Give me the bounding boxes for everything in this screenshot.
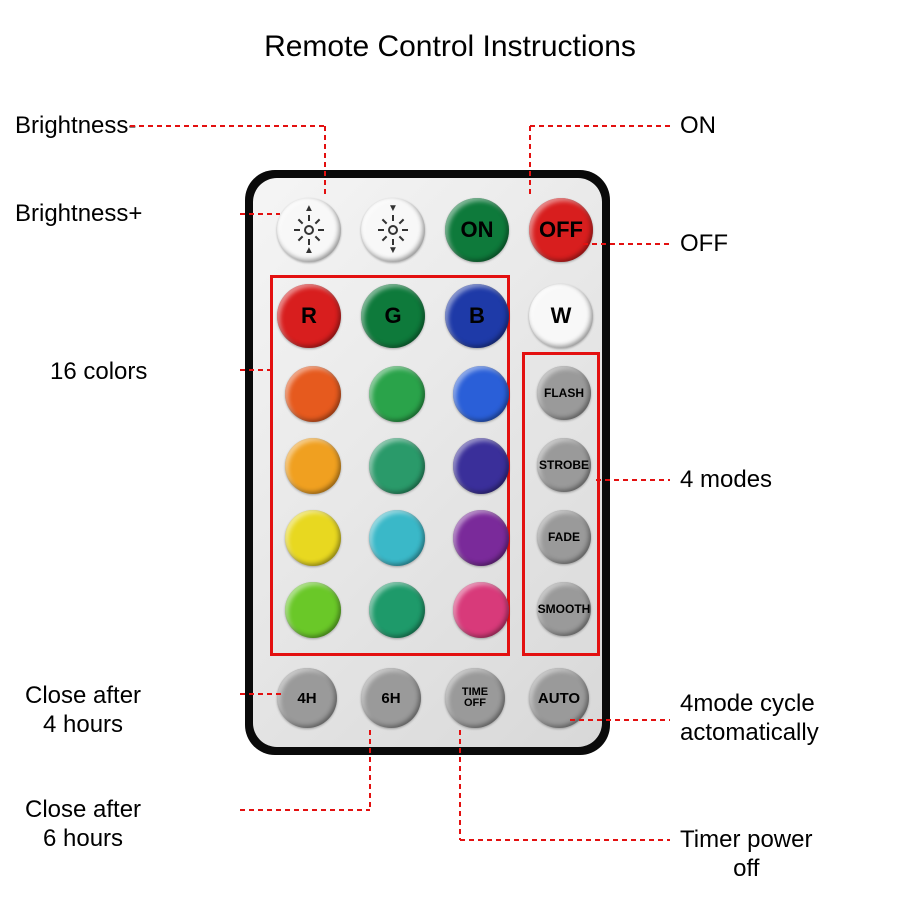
label-brightness-plus: Brightness+ [15, 200, 142, 229]
w-button[interactable]: W [529, 284, 593, 348]
brightness-up-icon: ▲▲ [293, 214, 325, 246]
color-btn-3-2[interactable] [453, 582, 509, 638]
color-btn-1-2[interactable] [453, 438, 509, 494]
color-btn-2-2[interactable] [453, 510, 509, 566]
remote-body: ▲▲ ▼▼ ON OFF R G B W FLASH STROBE FADE SMOOTH 4H 6H TI… [245, 170, 610, 755]
smooth-button-label: SMOOTH [538, 603, 591, 615]
color-btn-1-0[interactable] [285, 438, 341, 494]
on-button-label: ON [461, 219, 494, 241]
color-btn-2-1[interactable] [369, 510, 425, 566]
on-button[interactable]: ON [445, 198, 509, 262]
flash-button[interactable]: FLASH [537, 366, 591, 420]
time-off[interactable]: TIME OFF [445, 668, 505, 728]
page-title: Remote Control Instructions [0, 30, 900, 64]
fade-button[interactable]: FADE [537, 510, 591, 564]
label-brightness-minus: Brightness- [15, 112, 136, 141]
brightness-down[interactable]: ▼▼ [361, 198, 425, 262]
color-btn-1-1[interactable] [369, 438, 425, 494]
timer-4h[interactable]: 4H [277, 668, 337, 728]
color-btn-0-2[interactable] [453, 366, 509, 422]
timer-4h-label: 4H [297, 691, 316, 706]
time-off-label: TIME OFF [462, 687, 488, 709]
label-auto-cycle: 4mode cycle actomatically [680, 690, 819, 748]
smooth-button[interactable]: SMOOTH [537, 582, 591, 636]
g-button[interactable]: G [361, 284, 425, 348]
off-button[interactable]: OFF [529, 198, 593, 262]
brightness-up[interactable]: ▲▲ [277, 198, 341, 262]
label-close-4h: Close after 4 hours [25, 682, 141, 740]
off-button-label: OFF [539, 219, 583, 241]
label-4-modes: 4 modes [680, 466, 772, 495]
color-btn-3-0[interactable] [285, 582, 341, 638]
color-btn-2-0[interactable] [285, 510, 341, 566]
label-16-colors: 16 colors [50, 358, 147, 387]
g-button-label: G [384, 305, 401, 327]
fade-button-label: FADE [548, 531, 580, 543]
label-timer-off: Timer power off [680, 826, 812, 884]
strobe-button[interactable]: STROBE [537, 438, 591, 492]
b-button[interactable]: B [445, 284, 509, 348]
r-button[interactable]: R [277, 284, 341, 348]
label-off: OFF [680, 230, 728, 259]
brightness-down-icon: ▼▼ [377, 214, 409, 246]
w-button-label: W [551, 305, 572, 327]
timer-6h[interactable]: 6H [361, 668, 421, 728]
strobe-button-label: STROBE [539, 459, 589, 471]
timer-6h-label: 6H [381, 691, 400, 706]
color-btn-0-1[interactable] [369, 366, 425, 422]
auto-button-label: AUTO [538, 691, 580, 706]
b-button-label: B [469, 305, 485, 327]
label-on: ON [680, 112, 716, 141]
color-btn-0-0[interactable] [285, 366, 341, 422]
auto-button[interactable]: AUTO [529, 668, 589, 728]
color-btn-3-1[interactable] [369, 582, 425, 638]
r-button-label: R [301, 305, 317, 327]
remote-face: ▲▲ ▼▼ ON OFF R G B W FLASH STROBE FADE SMOOTH 4H 6H TI… [253, 178, 602, 747]
flash-button-label: FLASH [544, 387, 584, 399]
label-close-6h: Close after 6 hours [25, 796, 141, 854]
